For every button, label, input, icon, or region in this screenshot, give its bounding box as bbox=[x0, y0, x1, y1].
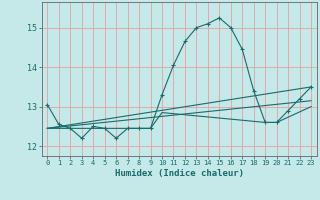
X-axis label: Humidex (Indice chaleur): Humidex (Indice chaleur) bbox=[115, 169, 244, 178]
